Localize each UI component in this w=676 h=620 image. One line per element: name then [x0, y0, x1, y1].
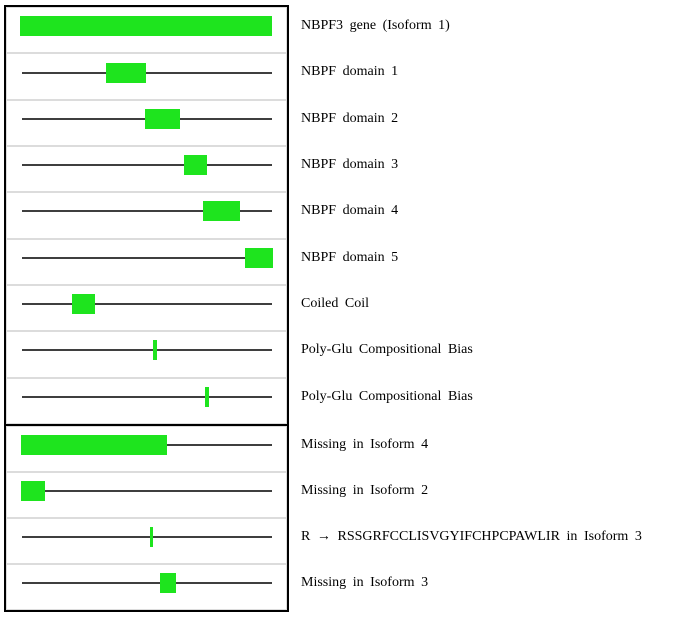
label-row-missing-in-isoform-3: Missing in Isoform 3 [301, 564, 671, 610]
nbpf-domain-2-feature [145, 108, 180, 129]
feature-label: NBPF domain 4 [301, 203, 399, 219]
label-row-nbpf-domain-5: NBPF domain 5 [301, 239, 671, 285]
protein-line [22, 490, 272, 493]
feature-row-coiled-coil [6, 284, 287, 332]
feature-panel-isoform-differences [4, 424, 289, 612]
feature-row-nbpf-domain-1 [6, 53, 287, 100]
label-row-nbpf3-gene: NBPF3 gene (Isoform 1) [301, 7, 671, 53]
nbpf-domain-1-feature [106, 62, 146, 83]
feature-label: Poly-Glu Compositional Bias [301, 342, 473, 358]
protein-line [22, 303, 272, 306]
label-row-missing-in-isoform-2: Missing in Isoform 2 [301, 472, 671, 518]
label-column-gene-and-domains: NBPF3 gene (Isoform 1) NBPF domain 1 NBPF … [301, 5, 671, 426]
protein-line [22, 536, 272, 539]
label-row-poly-glu-bias-1: Poly-Glu Compositional Bias [301, 331, 671, 377]
feature-row-missing-in-isoform-3 [6, 564, 287, 610]
label-row-nbpf-domain-1: NBPF domain 1 [301, 53, 671, 99]
feature-label: Coiled Coil [301, 295, 370, 311]
variant-in-isoform-3-feature [150, 527, 153, 548]
feature-row-poly-glu-bias-1 [6, 331, 287, 378]
protein-line [22, 395, 272, 398]
nbpf-domain-4-feature [203, 201, 240, 222]
nbpf-domain-5-feature [245, 247, 273, 268]
feature-row-missing-in-isoform-4 [6, 426, 287, 472]
feature-label: R → RSSGRFCCLISVGYIFCHPCPAWLIR in Isofor… [301, 528, 642, 544]
feature-label: Missing in Isoform 2 [301, 482, 429, 498]
feature-row-variant-in-isoform-3 [6, 518, 287, 564]
protein-line [22, 71, 272, 74]
protein-line [22, 349, 272, 352]
label-row-nbpf-domain-4: NBPF domain 4 [301, 192, 671, 238]
feature-row-nbpf-domain-4 [6, 192, 287, 239]
feature-label: NBPF3 gene (Isoform 1) [301, 17, 450, 33]
feature-row-nbpf-domain-5 [6, 238, 287, 285]
poly-glu-bias-1-feature [153, 340, 157, 361]
label-row-nbpf-domain-3: NBPF domain 3 [301, 146, 671, 192]
poly-glu-bias-2-feature [205, 386, 209, 407]
feature-row-poly-glu-bias-2 [6, 377, 287, 424]
feature-row-nbpf-domain-3 [6, 145, 287, 193]
label-row-poly-glu-bias-2: Poly-Glu Compositional Bias [301, 378, 671, 424]
protein-line [22, 164, 272, 167]
nbpf3-gene-feature [20, 16, 272, 37]
feature-label: NBPF domain 3 [301, 156, 399, 172]
label-column-isoform-differences: Missing in Isoform 4 Missing in Isoform 2… [301, 424, 671, 612]
feature-row-nbpf-domain-2 [6, 99, 287, 146]
feature-label: NBPF domain 1 [301, 64, 399, 80]
coiled-coil-feature [72, 294, 95, 315]
feature-label: NBPF domain 5 [301, 249, 399, 265]
protein-line [22, 256, 272, 259]
feature-label: NBPF domain 2 [301, 110, 399, 126]
missing-in-isoform-3-feature [160, 573, 176, 594]
feature-label: Missing in Isoform 4 [301, 436, 429, 452]
missing-in-isoform-2-feature [21, 481, 45, 502]
feature-label: Missing in Isoform 3 [301, 574, 429, 590]
feature-label: Poly-Glu Compositional Bias [301, 388, 473, 404]
feature-panel-gene-and-domains [4, 5, 289, 426]
protein-line [22, 582, 272, 585]
label-row-variant-in-isoform-3: R → RSSGRFCCLISVGYIFCHPCPAWLIR in Isofor… [301, 518, 671, 564]
feature-row-missing-in-isoform-2 [6, 472, 287, 518]
label-row-nbpf-domain-2: NBPF domain 2 [301, 100, 671, 146]
label-row-missing-in-isoform-4: Missing in Isoform 4 [301, 426, 671, 472]
missing-in-isoform-4-feature [21, 435, 167, 456]
label-row-coiled-coil: Coiled Coil [301, 285, 671, 331]
nbpf-domain-3-feature [184, 155, 207, 176]
protein-line [22, 210, 272, 213]
feature-row-nbpf3-gene [6, 7, 287, 54]
